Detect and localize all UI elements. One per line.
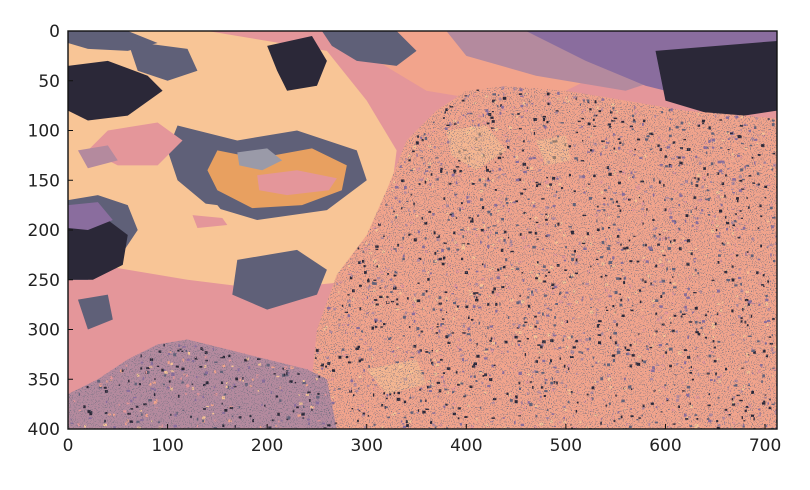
mountain-grain (306, 85, 777, 429)
x-tick-label: 100 (151, 436, 183, 456)
foreground-grain (68, 339, 337, 429)
x-tick-label: 600 (649, 436, 681, 456)
y-tick-label: 350 (28, 370, 60, 390)
sky-patch-6 (68, 60, 163, 121)
y-tick-label: 150 (28, 171, 60, 191)
sky-patch-12 (257, 170, 337, 196)
x-tick-label: 0 (63, 436, 74, 456)
x-tick-label: 700 (749, 436, 781, 456)
y-tick-label: 100 (28, 122, 60, 142)
sky-patch-7 (267, 35, 327, 91)
sky-patch-15 (68, 220, 128, 280)
sky-patch-19 (232, 249, 327, 310)
y-axis: 0 50 100 150 200 250 300 350 400 (28, 22, 73, 440)
y-tick-label: 200 (28, 221, 60, 241)
sky-patch-5 (655, 40, 777, 119)
x-tick-label: 400 (450, 436, 482, 456)
sky-patch-22 (77, 145, 118, 169)
image-area (68, 31, 777, 429)
x-tick-label: 500 (550, 436, 582, 456)
y-tick-label: 400 (28, 420, 60, 440)
sky-patch-9 (321, 31, 417, 66)
x-tick-label: 200 (251, 436, 283, 456)
sky-patch-23 (127, 40, 198, 81)
sky-patch-13 (237, 148, 283, 171)
y-tick-label: 0 (49, 22, 60, 42)
y-tick-label: 300 (28, 321, 60, 341)
y-tick-label: 250 (28, 271, 60, 291)
y-tick-label: 50 (38, 72, 60, 92)
sky-patch-20 (77, 294, 113, 330)
x-axis: 0 100 200 300 400 500 600 700 (63, 424, 781, 456)
sky-patch-18 (192, 215, 228, 229)
sky-patch-16 (68, 202, 113, 230)
x-tick-label: 300 (351, 436, 383, 456)
